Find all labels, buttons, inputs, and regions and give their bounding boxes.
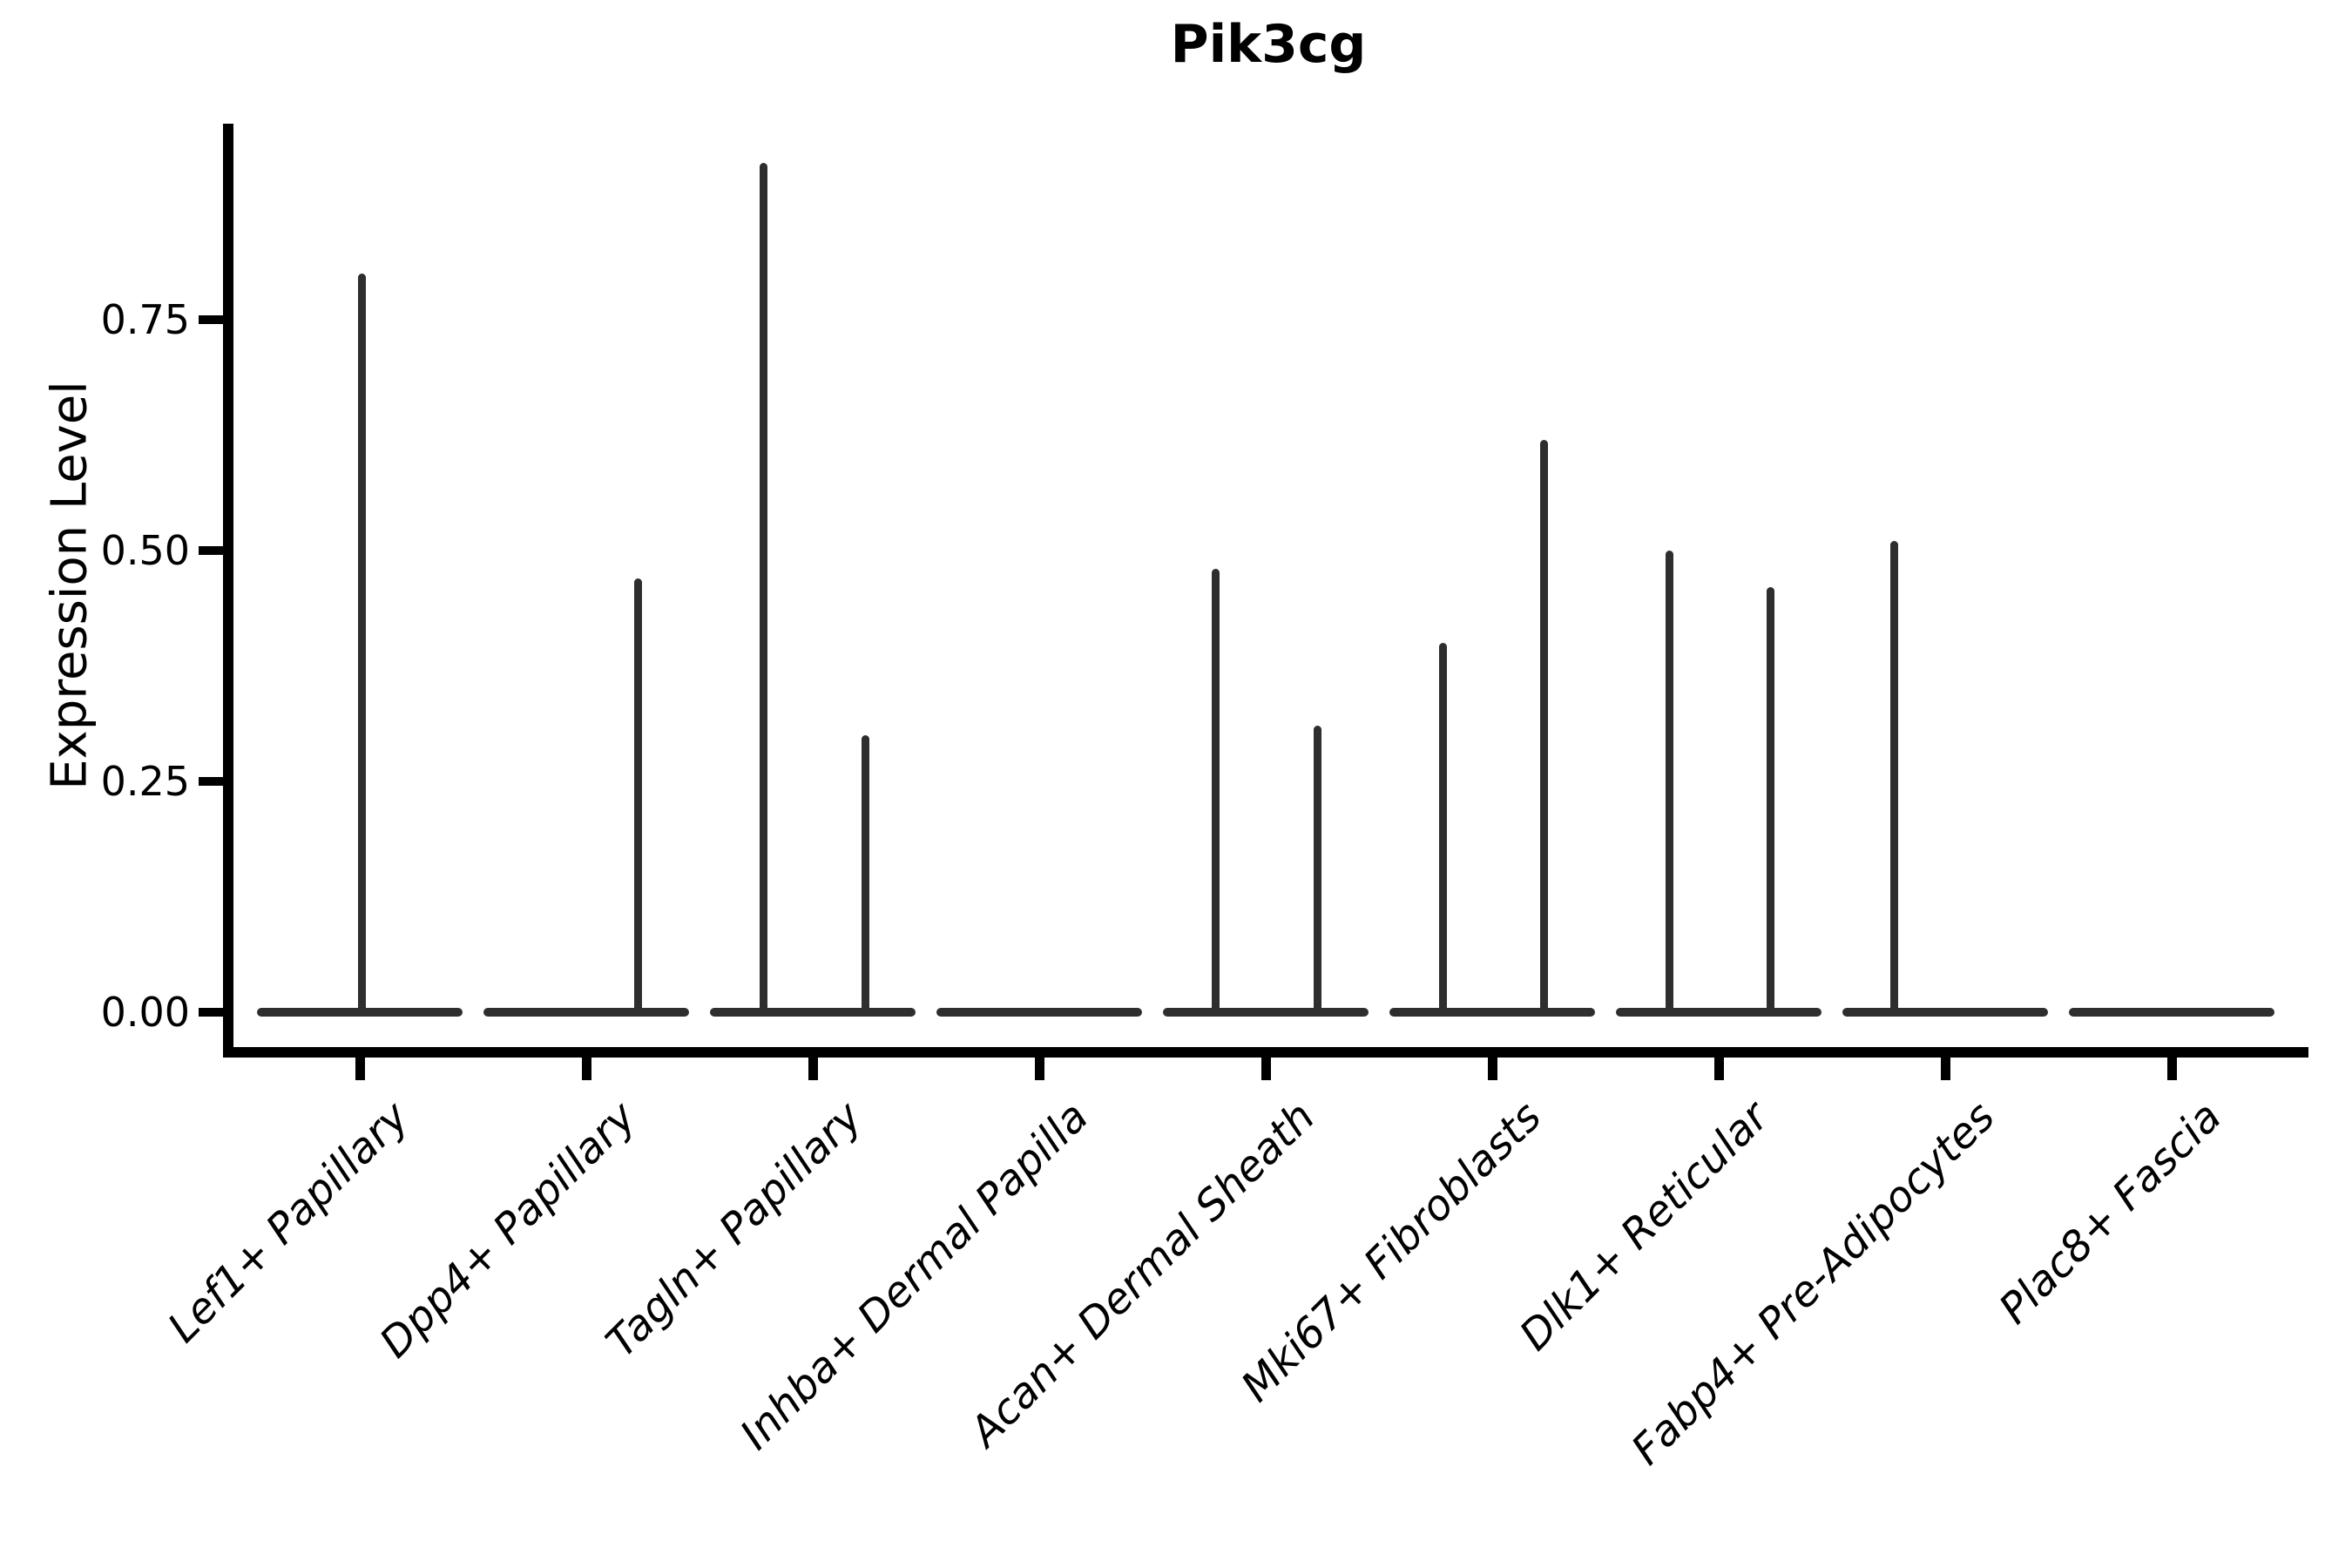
x-tick xyxy=(1035,1058,1044,1080)
violin-spike xyxy=(760,162,767,1017)
violin-base xyxy=(1163,1008,1369,1017)
y-tick xyxy=(199,1008,223,1017)
violin-base xyxy=(483,1008,689,1017)
x-tick xyxy=(582,1058,591,1080)
x-tick xyxy=(808,1058,818,1080)
x-tick xyxy=(1941,1058,1950,1080)
x-tick xyxy=(355,1058,365,1080)
y-tick xyxy=(199,777,223,786)
violin-base xyxy=(1842,1008,2048,1017)
y-tick-label: 0.25 xyxy=(100,758,190,805)
y-tick-label: 0.75 xyxy=(100,296,190,343)
violin-base xyxy=(1389,1008,1595,1017)
x-axis-spine xyxy=(223,1047,2308,1058)
x-tick xyxy=(1488,1058,1497,1080)
violin-spike xyxy=(1666,551,1673,1017)
y-tick-label: 0.00 xyxy=(100,989,190,1036)
violin-spike xyxy=(634,578,642,1017)
violin-spike xyxy=(1767,587,1774,1017)
violin-spike xyxy=(1439,643,1447,1017)
violin-spike xyxy=(1540,439,1548,1017)
x-tick-label: Lef1+ Papillary xyxy=(159,1092,419,1353)
violin-spike xyxy=(1212,569,1220,1017)
violin-base xyxy=(936,1008,1142,1017)
violin-spike xyxy=(862,735,869,1017)
violin-base xyxy=(1616,1008,1821,1017)
chart-title: Pik3cg xyxy=(1170,14,1367,75)
x-tick-label: Plac8+ Fascia xyxy=(1989,1092,2231,1334)
y-axis-spine xyxy=(223,124,233,1058)
violin-base xyxy=(710,1008,916,1017)
x-tick xyxy=(2167,1058,2177,1080)
violin-spike xyxy=(358,274,366,1017)
y-tick xyxy=(199,315,223,324)
violin-spike xyxy=(1314,726,1321,1017)
violin-spike xyxy=(1890,541,1898,1017)
violin-base xyxy=(2069,1008,2274,1017)
y-axis-label: Expression Level xyxy=(41,381,98,790)
y-tick xyxy=(199,546,223,555)
x-tick-label: Fabp4+ Pre-Adipocytes xyxy=(1622,1092,2004,1475)
y-tick-label: 0.50 xyxy=(100,527,190,574)
x-tick xyxy=(1714,1058,1724,1080)
x-tick-label: Dlk1+ Reticular xyxy=(1510,1092,1778,1361)
x-tick xyxy=(1261,1058,1271,1080)
